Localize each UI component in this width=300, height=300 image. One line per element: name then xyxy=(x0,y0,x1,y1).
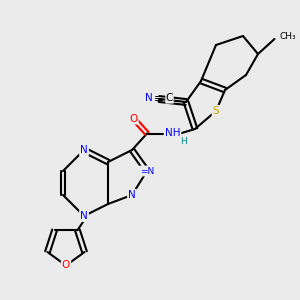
Text: N: N xyxy=(80,211,88,221)
Text: N: N xyxy=(128,190,136,200)
Text: ≡: ≡ xyxy=(154,92,164,105)
Text: O: O xyxy=(62,260,70,271)
Text: H: H xyxy=(180,137,186,146)
Text: NH: NH xyxy=(165,128,180,139)
Text: O: O xyxy=(129,113,138,124)
Text: =N: =N xyxy=(140,167,154,176)
Text: S: S xyxy=(213,106,219,116)
Text: N: N xyxy=(145,93,152,103)
Text: CH₃: CH₃ xyxy=(279,32,296,40)
Text: N: N xyxy=(80,145,88,155)
Text: C: C xyxy=(166,93,173,103)
